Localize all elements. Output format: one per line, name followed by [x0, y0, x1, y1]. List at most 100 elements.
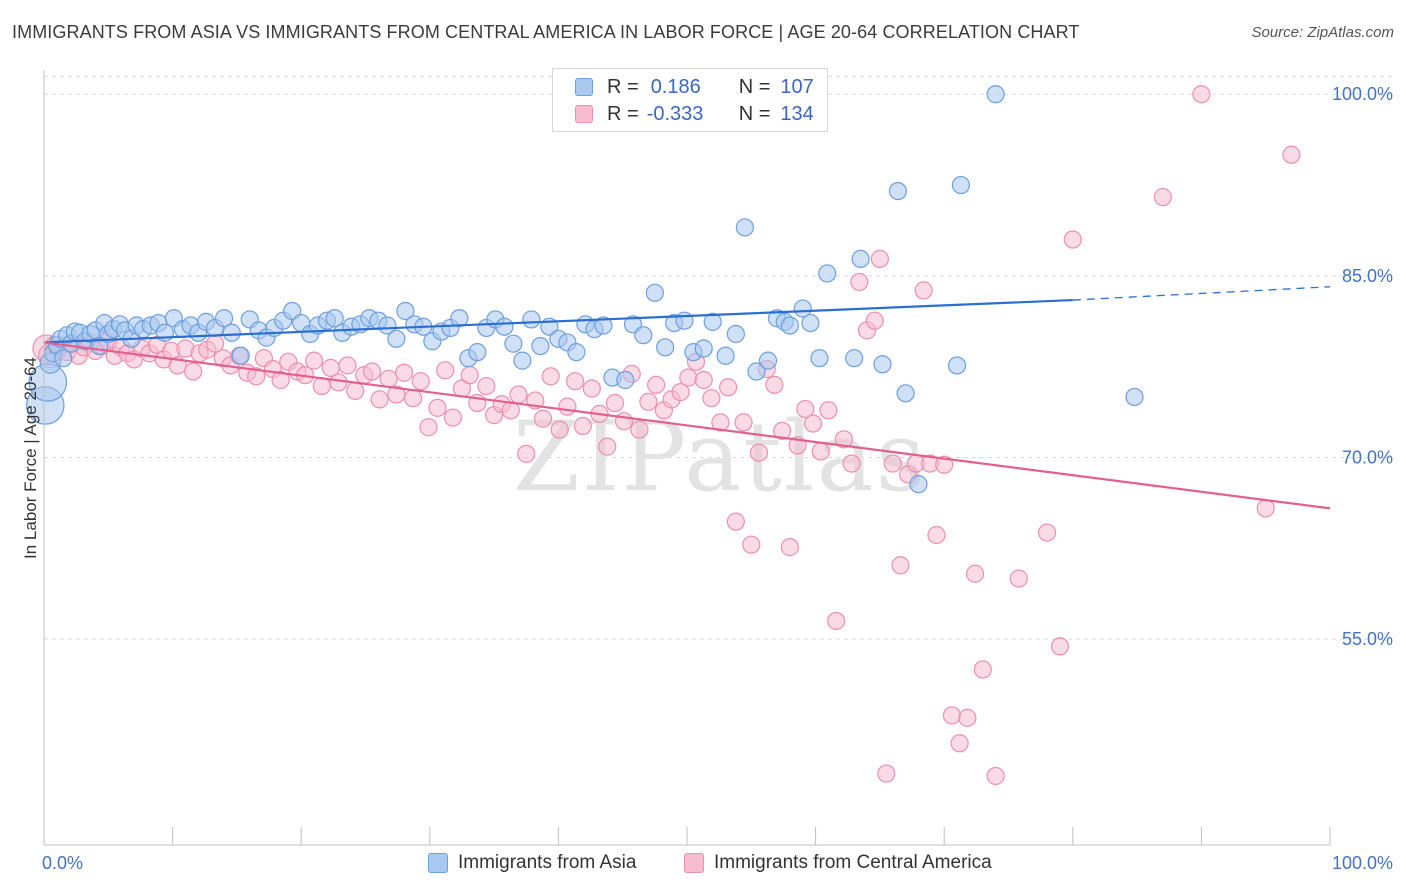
asia-point-6 [54, 349, 73, 368]
asia-point-51 [378, 316, 397, 335]
asia-point-101 [873, 355, 892, 374]
central-america-point-133 [1282, 145, 1301, 164]
central-america-legend-label: Immigrants from Central America [714, 852, 992, 873]
asia-r-value: 0.186 [650, 75, 701, 98]
central-america-point-52 [411, 372, 430, 391]
central-america-point-84 [671, 383, 690, 402]
central-america-swatch [575, 105, 593, 123]
asia-point-52 [387, 329, 406, 348]
central-america-point-65 [517, 444, 536, 463]
series-asia [25, 85, 1144, 494]
central-america-point-90 [719, 378, 738, 397]
central-america-point-120 [942, 706, 962, 725]
y-tick-label-85: 85.0% [1342, 266, 1393, 286]
asia-point-59 [450, 309, 469, 328]
central-america-point-131 [1192, 85, 1211, 104]
central-america-point-24 [184, 362, 203, 381]
central-america-point-79 [630, 420, 649, 439]
central-america-point-113 [891, 556, 910, 575]
asia-point-107 [986, 85, 1005, 104]
central-america-point-50 [394, 363, 414, 382]
x-tick-label-max: 100.0% [1332, 853, 1393, 873]
central-america-point-122 [958, 708, 977, 727]
central-america-point-94 [749, 443, 769, 462]
central-america-point-132 [1256, 499, 1275, 518]
central-america-trend-line [43, 341, 1331, 510]
asia-point-64 [495, 317, 514, 336]
asia-point-106 [951, 175, 971, 195]
central-america-point-51 [403, 389, 423, 408]
asia-trend-extension [1072, 286, 1331, 301]
central-america-point-121 [950, 734, 969, 753]
asia-point-105 [947, 356, 967, 375]
asia-point-88 [726, 324, 745, 344]
y-tick-labels: 55.0% 70.0% 85.0% 100.0% [1332, 84, 1393, 649]
central-america-point-80 [639, 392, 658, 411]
central-america-point-85 [679, 368, 698, 387]
central-america-point-44 [346, 381, 365, 400]
asia-point-108 [1125, 387, 1144, 407]
central-america-point-71 [566, 372, 585, 391]
central-america-point-123 [965, 564, 985, 583]
series-legend-central-america: Immigrants from Central America [684, 852, 992, 874]
asia-point-102 [888, 181, 908, 201]
central-america-point-128 [1050, 637, 1070, 656]
central-america-point-109 [865, 311, 884, 330]
central-america-point-125 [986, 766, 1005, 786]
asia-n-value: 107 [780, 75, 814, 98]
central-america-n-value: 134 [780, 102, 814, 125]
central-america-point-39 [304, 351, 324, 370]
central-america-point-103 [819, 401, 838, 420]
asia-legend-swatch [428, 853, 448, 873]
asia-point-103 [896, 384, 915, 403]
asia-point-98 [818, 264, 837, 283]
central-america-point-98 [780, 538, 799, 557]
y-tick-label-100: 100.0% [1332, 84, 1393, 104]
series-legend-asia: Immigrants from Asia [428, 852, 636, 874]
asia-point-32 [214, 309, 234, 328]
central-america-point-111 [877, 764, 896, 783]
central-america-point-118 [927, 525, 946, 545]
central-america-point-47 [370, 390, 389, 409]
central-america-point-107 [850, 272, 869, 292]
central-america-point-60 [477, 376, 496, 396]
central-america-point-116 [914, 281, 933, 300]
central-america-legend-swatch [684, 853, 704, 873]
central-america-point-88 [702, 389, 721, 408]
central-america-point-81 [647, 375, 666, 394]
central-america-point-48 [379, 369, 398, 388]
central-america-point-130 [1153, 188, 1172, 207]
central-america-point-96 [765, 375, 784, 394]
central-america-point-73 [582, 379, 601, 398]
asia-point-83 [675, 311, 694, 330]
asia-point-90 [747, 362, 766, 381]
central-america-point-77 [614, 412, 634, 431]
asia-point-34 [231, 346, 250, 365]
central-america-point-105 [834, 430, 853, 449]
asia-point-81 [656, 338, 675, 357]
central-america-point-124 [973, 660, 992, 679]
asia-point-72 [567, 343, 586, 362]
central-america-point-58 [460, 366, 479, 385]
source-label: Source: ZipAtlas.com [1251, 24, 1394, 41]
asia-point-66 [513, 351, 532, 370]
y-tick-label-55: 55.0% [1342, 629, 1393, 649]
asia-point-99 [845, 349, 864, 368]
y-tick-label-70: 70.0% [1342, 448, 1393, 468]
asia-trend-line [43, 298, 1073, 344]
asia-point-75 [594, 316, 613, 335]
asia-point-91 [758, 351, 778, 370]
central-america-point-43 [338, 356, 357, 375]
central-america-point-46 [362, 362, 382, 381]
central-america-point-75 [598, 437, 617, 456]
correlation-legend: R = 0.186 N = 107 R = -0.333 N = 134 [552, 68, 828, 132]
trend-lines [43, 286, 1331, 510]
asia-point-33 [222, 323, 241, 342]
central-america-point-76 [605, 393, 625, 413]
asia-point-61 [468, 343, 487, 362]
central-america-point-72 [573, 416, 592, 436]
central-america-point-93 [742, 535, 761, 554]
asia-point-104 [909, 475, 928, 494]
central-america-point-53 [419, 418, 438, 437]
